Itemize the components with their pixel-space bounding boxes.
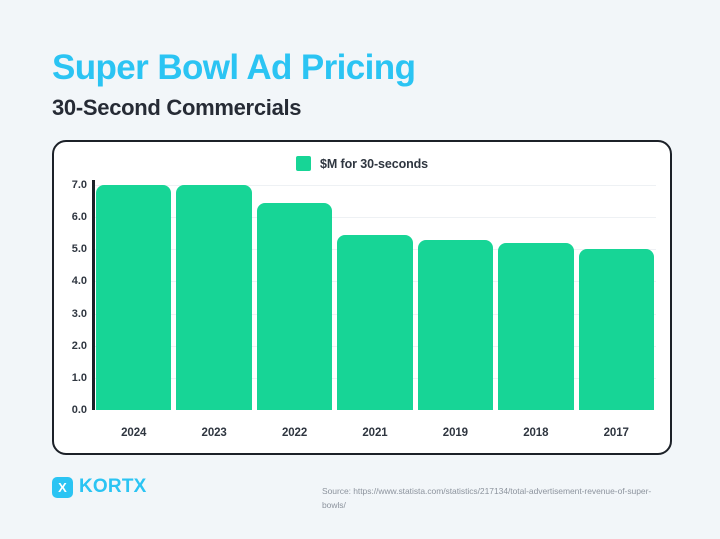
y-axis-tick-label: 1.0 <box>71 371 87 384</box>
legend-label: $M for 30-seconds <box>319 156 429 171</box>
x-axis-tick-label: 2021 <box>362 427 388 439</box>
y-axis-tick-label: 4.0 <box>71 275 87 288</box>
bar[interactable] <box>176 185 252 410</box>
gridline <box>94 217 656 219</box>
kortx-logo-x-glyph: X <box>58 479 67 495</box>
x-axis-tick-label: 2017 <box>603 427 629 439</box>
bar[interactable] <box>337 234 413 410</box>
x-axis-tick-label: 2022 <box>281 427 308 439</box>
page-title: Super Bowl Ad Pricing <box>52 48 416 87</box>
bar-column[interactable] <box>578 185 654 410</box>
x-axis-tick-label: 2023 <box>201 427 227 439</box>
y-axis-tick-label: 6.0 <box>71 211 87 224</box>
gridline <box>94 185 656 186</box>
header: Super Bowl Ad Pricing 30-Second Commerci… <box>52 48 672 122</box>
y-axis-tick-label: 5.0 <box>71 243 87 256</box>
bar[interactable] <box>417 239 494 410</box>
y-axis-line <box>92 180 95 410</box>
legend-swatch-icon <box>295 156 311 171</box>
x-axis-tick-label: 2024 <box>121 427 147 439</box>
y-axis-tick-label: 2.0 <box>71 339 87 352</box>
kortx-logo-mark-icon: X <box>52 476 73 498</box>
bar[interactable] <box>498 242 574 410</box>
bar-column[interactable] <box>417 185 494 410</box>
source-citation: Source: https://www.statista.com/statist… <box>322 486 652 510</box>
page-subtitle: 30-Second Commercials <box>52 95 302 120</box>
y-axis-tick-label: 7.0 <box>71 179 87 191</box>
x-axis-labels: 2024 2023 2022 2021 2019 2018 2017 <box>96 427 654 439</box>
chart-legend: $M for 30-seconds <box>54 156 670 171</box>
x-axis-tick-label: 2018 <box>523 427 549 439</box>
bar-column[interactable] <box>498 185 574 410</box>
x-axis-tick-label: 2019 <box>442 427 468 439</box>
bar-column[interactable] <box>256 185 333 410</box>
bar[interactable] <box>256 202 333 410</box>
chart-card: $M for 30-seconds 7.0 6.0 5.0 4.0 3.0 2.0 1.0 0… <box>52 140 672 455</box>
y-axis-tick-label: 3.0 <box>71 307 87 320</box>
bar[interactable] <box>578 249 654 410</box>
bar-column[interactable] <box>96 185 172 410</box>
bar-series <box>96 185 654 410</box>
bar-column[interactable] <box>176 185 252 410</box>
kortx-logo: X KORTX <box>52 476 147 498</box>
plot-area: 7.0 6.0 5.0 4.0 3.0 2.0 1.0 0.0 <box>72 179 656 416</box>
bar[interactable] <box>96 185 172 410</box>
y-axis-tick-label: 0.0 <box>71 404 87 416</box>
bar-column[interactable] <box>337 185 413 410</box>
kortx-logo-wordmark: KORTX <box>79 476 147 497</box>
